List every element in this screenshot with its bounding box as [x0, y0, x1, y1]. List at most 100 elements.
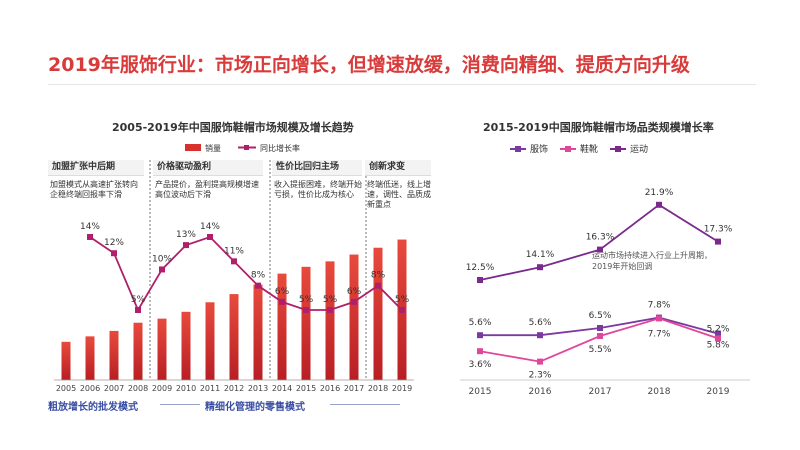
label-鞋靴-2018: 7.7% [648, 329, 671, 339]
sales-bar-2017 [349, 254, 359, 380]
growth-label-2015: 5% [299, 295, 314, 305]
phase-1: 加盟扩张中后期 加盟模式从高速扩张转向企稳终端回报率下滑 [48, 160, 144, 200]
label-服饰-2017: 6.5% [589, 311, 612, 321]
legend-marker-growth [244, 145, 249, 150]
phase-2: 价格驱动盈利 产品提价，盈利提高规模增速高位波动后下滑 [153, 160, 263, 200]
x-tick-2014: 2014 [272, 384, 292, 393]
growth-point-2013 [255, 282, 261, 289]
retail-mode-label: 精细化管理的零售模式 [205, 402, 305, 413]
x-tick-2005: 2005 [56, 384, 76, 393]
growth-label-2012: 11% [224, 246, 244, 256]
growth-point-2012 [231, 258, 237, 265]
growth-line [89, 235, 403, 312]
growth-label-2011: 14% [200, 222, 220, 232]
sales-bar-2006 [85, 336, 95, 380]
legend-marker-运动 [615, 146, 621, 152]
x-tick-2013: 2013 [248, 384, 268, 393]
growth-point-2007 [111, 250, 117, 257]
growth-point-2006 [87, 234, 93, 240]
point-服饰-2017 [597, 325, 603, 331]
point-鞋靴-2018 [656, 315, 662, 322]
label-运动-2019: 17.3% [704, 225, 733, 235]
x-tick-2019: 2019 [707, 387, 730, 397]
x-tick-2015: 2015 [469, 387, 492, 397]
right-chart-title: 2015-2019中国服饰鞋帽市场品类规模增长率 [483, 121, 714, 134]
growth-label-2016: 5% [323, 295, 338, 305]
label-运动-2017: 16.3% [586, 233, 615, 243]
label-服饰-2015: 5.6% [469, 318, 492, 328]
label-鞋靴-2017: 5.5% [589, 345, 612, 355]
page-title: 2019年服饰行业：市场正向增长，但增速放缓，消费向精细、提质方向升级 [48, 54, 690, 76]
legend-marker-服饰 [515, 146, 521, 152]
label-运动-2018: 21.9% [645, 188, 674, 198]
x-tick-2012: 2012 [224, 384, 244, 393]
sales-bar-2008 [133, 322, 143, 380]
growth-label-2017: 6% [347, 287, 362, 297]
growth-label-2013: 8% [251, 271, 266, 281]
growth-label-2008: 5% [131, 295, 146, 305]
growth-label-2018: 8% [371, 271, 386, 281]
sales-bar-2012 [229, 294, 239, 380]
phase-2-title: 价格驱动盈利 [153, 160, 263, 176]
phase-4: 创新求变 终端低迷，线上增速，调性、品质成新重点 [365, 160, 431, 210]
growth-point-2010 [183, 242, 189, 249]
sports-annotation: 运动市场持续进入行业上升周期，2019年开始回调 [592, 251, 712, 271]
label-服饰-2018: 7.8% [648, 301, 671, 311]
sales-bar-2015 [301, 266, 311, 380]
label-鞋靴-2019: 5.2% [707, 324, 730, 334]
x-tick-2017: 2017 [344, 384, 364, 393]
phase-3-title: 性价比回归主场 [272, 160, 362, 176]
growth-label-2010: 13% [176, 230, 196, 240]
x-tick-2018: 2018 [648, 387, 671, 397]
left-chart: 销量 同比增长率 2005 2006 2007 2008 2009 2010 2011 2012 2… [54, 143, 414, 393]
x-tick-2008: 2008 [128, 384, 148, 393]
growth-label-2006: 14% [80, 222, 100, 232]
label-运动-2015: 12.5% [466, 263, 495, 273]
phase-1-desc: 加盟模式从高速扩张转向企稳终端回报率下滑 [50, 180, 138, 199]
legend-swatch-sales [185, 144, 201, 151]
legend-label-sales: 销量 [205, 143, 221, 153]
mode-arrow-left [160, 404, 200, 405]
x-tick-2016: 2016 [529, 387, 552, 397]
point-鞋靴-2019 [715, 335, 721, 342]
x-tick-2018: 2018 [368, 384, 388, 393]
phase-3: 性价比回归主场 收入提振困难，终端开始亏损，性价比成为核心 [272, 160, 362, 200]
point-运动-2019 [715, 238, 721, 245]
sales-bar-2018 [373, 247, 383, 380]
point-运动-2015 [477, 277, 483, 283]
growth-point-2011 [207, 234, 213, 240]
sales-bar-2007 [109, 330, 119, 380]
growth-label-2007: 12% [104, 238, 124, 248]
x-tick-2006: 2006 [80, 384, 100, 393]
legend-label-服饰: 服饰 [530, 143, 548, 155]
growth-point-2009 [159, 266, 165, 273]
label-运动-2016: 14.1% [526, 250, 555, 260]
phase-2-desc: 产品提价，盈利提高规模增速高位波动后下滑 [155, 180, 259, 199]
growth-point-2018 [375, 282, 381, 289]
sales-bar-2016 [325, 261, 335, 380]
point-服饰-2015 [477, 332, 483, 339]
x-tick-2009: 2009 [152, 384, 172, 393]
x-tick-2015: 2015 [296, 384, 316, 393]
legend-label-鞋靴: 鞋靴 [580, 143, 598, 155]
growth-point-2015 [303, 307, 309, 313]
x-tick-2016: 2016 [320, 384, 340, 393]
point-鞋靴-2017 [597, 333, 603, 339]
sales-bar-2005 [61, 341, 71, 380]
growth-point-2016 [327, 307, 333, 313]
sales-bar-2014 [277, 273, 287, 380]
point-运动-2017 [597, 246, 603, 253]
sales-bar-2010 [181, 311, 191, 380]
point-服饰-2019 [715, 330, 721, 337]
growth-point-2014 [279, 298, 285, 305]
growth-point-2019 [399, 307, 405, 313]
x-tick-2017: 2017 [589, 387, 612, 397]
phase-4-title: 创新求变 [365, 160, 431, 176]
legend-marker-鞋靴 [565, 146, 571, 152]
series-line-鞋靴 [479, 317, 719, 363]
sales-bar-2009 [157, 318, 167, 380]
label-鞋靴-2015: 3.6% [469, 360, 492, 370]
phase-1-title: 加盟扩张中后期 [48, 160, 144, 176]
point-鞋靴-2015 [477, 348, 483, 355]
phase-4-desc: 终端低迷，线上增速，调性、品质成新重点 [367, 180, 431, 209]
